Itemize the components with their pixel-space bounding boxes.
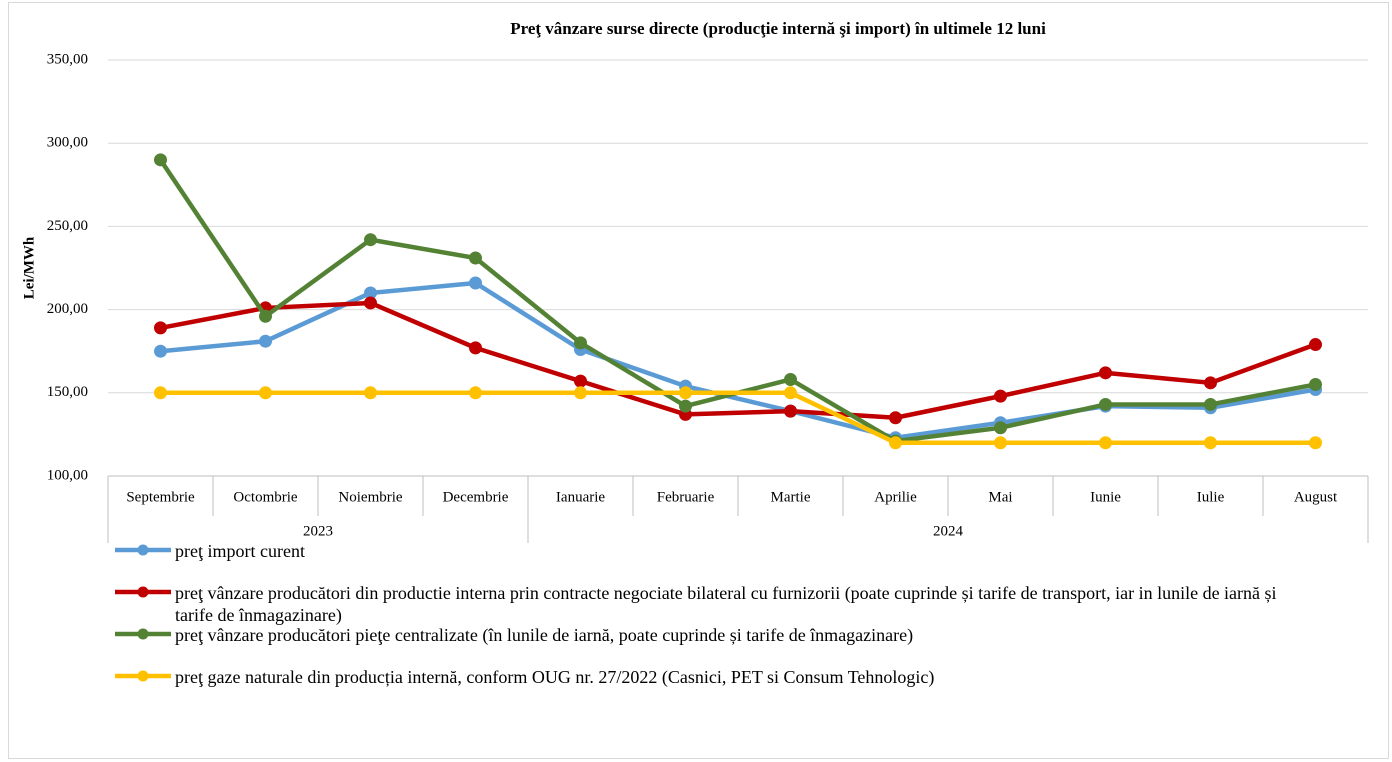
data-point: [784, 404, 797, 418]
x-tick-label: Aprilie: [874, 489, 917, 505]
legend-marker: [137, 628, 149, 640]
legend-marker: [137, 670, 149, 682]
data-point: [1099, 366, 1112, 380]
data-point: [259, 334, 272, 348]
data-point: [154, 386, 167, 400]
legend-label: preţ gaze naturale din producția internă…: [175, 667, 935, 687]
data-point: [469, 251, 482, 265]
legend-swatch: [115, 586, 171, 598]
data-point: [1309, 377, 1322, 391]
x-tick-label: Iunie: [1090, 489, 1121, 505]
y-tick-label: 300,00: [47, 135, 88, 151]
data-point: [784, 372, 797, 386]
legend-swatch: [115, 670, 171, 682]
y-tick-label: 150,00: [47, 384, 88, 400]
y-axis-label: Lei/MWh: [21, 236, 37, 299]
x-tick-label: Mai: [988, 489, 1012, 505]
x-tick-label: Octombrie: [233, 489, 297, 505]
data-point: [1099, 436, 1112, 450]
data-point: [889, 436, 902, 450]
data-point: [679, 386, 692, 400]
data-point: [1204, 397, 1217, 411]
x-tick-label: Septembrie: [126, 489, 195, 505]
x-tick-label: Iulie: [1197, 489, 1225, 505]
year-label: 2024: [933, 523, 964, 539]
data-point: [889, 411, 902, 425]
data-point: [154, 153, 167, 167]
legend-label: preţ vânzare producători din productie i…: [175, 583, 1277, 625]
data-point: [1309, 436, 1322, 450]
x-tick-label: Ianuarie: [556, 489, 605, 505]
data-point: [574, 386, 587, 400]
series-line: [160, 390, 1316, 445]
data-point: [154, 344, 167, 358]
data-point: [469, 276, 482, 290]
series-line: [160, 300, 1317, 421]
legend-item: preţ gaze naturale din producția internă…: [113, 666, 1313, 708]
legend-marker: [137, 544, 149, 556]
chart-title: Preţ vânzare surse directe (producţie in…: [510, 19, 1046, 38]
y-tick-label: 250,00: [47, 218, 88, 234]
year-label: 2023: [303, 523, 333, 539]
legend: preţ import curent preţ vânzare producăto…: [113, 540, 1313, 708]
chart-frame: [8, 2, 1389, 759]
data-point: [994, 389, 1007, 403]
x-tick-label: Martie: [771, 489, 811, 505]
data-point: [1204, 376, 1217, 390]
y-tick-label: 200,00: [47, 301, 88, 317]
legend-label: preţ import curent: [175, 541, 305, 561]
data-point: [364, 296, 377, 310]
data-point: [259, 309, 272, 323]
legend-swatch: [115, 628, 171, 640]
legend-item: preţ import curent: [113, 540, 1313, 582]
legend-marker: [137, 586, 149, 598]
data-point: [574, 374, 587, 388]
data-point: [364, 233, 377, 247]
x-tick-label: Noiembrie: [338, 489, 402, 505]
data-point: [364, 386, 377, 400]
data-point: [994, 436, 1007, 450]
data-point: [469, 386, 482, 400]
data-point: [259, 386, 272, 400]
data-point: [994, 421, 1007, 435]
y-tick-label: 350,00: [47, 51, 88, 67]
legend-swatch: [115, 544, 171, 556]
x-tick-label: Februarie: [657, 489, 715, 505]
data-point: [679, 399, 692, 413]
legend-label: preţ vânzare producători pieţe centraliz…: [175, 625, 914, 645]
x-tick-label: Decembrie: [443, 489, 509, 505]
y-tick-label: 100,00: [47, 467, 88, 483]
data-point: [469, 341, 482, 355]
legend-item: preţ vânzare producători pieţe centraliz…: [113, 624, 1313, 666]
data-point: [1099, 397, 1112, 411]
data-point: [154, 321, 167, 335]
data-point: [784, 386, 797, 400]
data-point: [574, 336, 587, 350]
data-point: [1204, 436, 1217, 450]
data-point: [1309, 338, 1322, 352]
x-tick-label: August: [1294, 489, 1338, 505]
legend-item: preţ vânzare producători din productie i…: [113, 582, 1313, 625]
